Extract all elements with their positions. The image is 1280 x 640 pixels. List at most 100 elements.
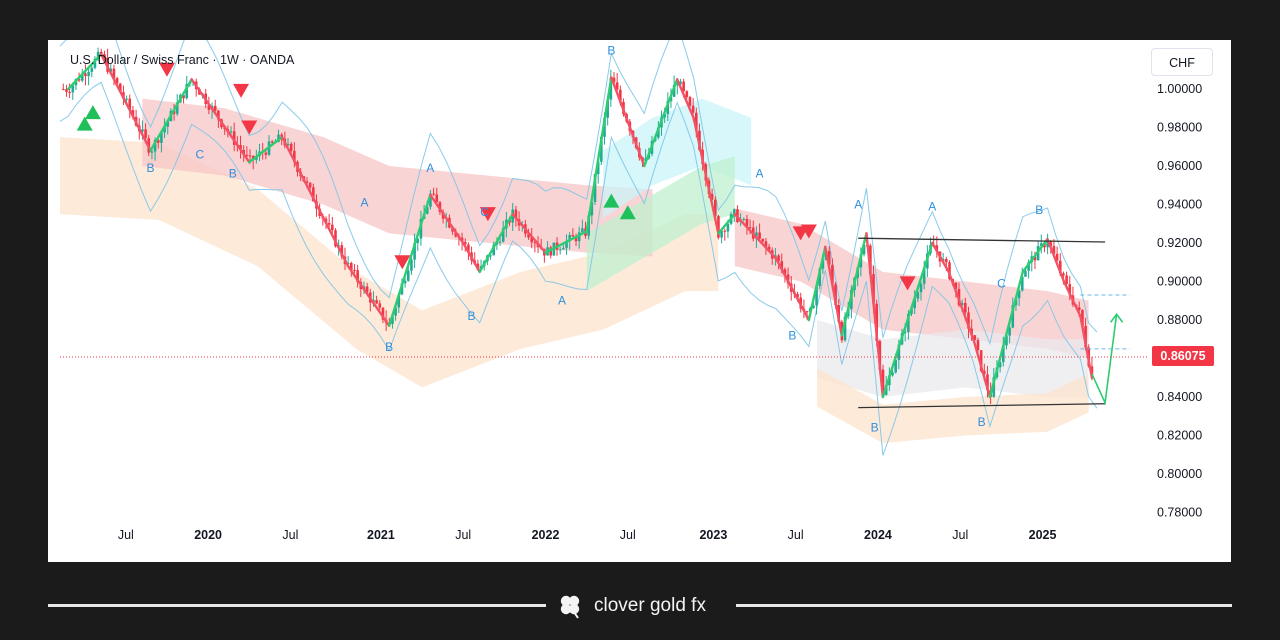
candle-body xyxy=(783,269,787,275)
candle-body xyxy=(919,283,923,293)
candle-body xyxy=(403,280,407,284)
swing-line-up xyxy=(544,230,588,254)
candle-body xyxy=(432,193,435,195)
y-tick-label: 0.78000 xyxy=(1157,506,1202,520)
candle-body xyxy=(1065,275,1068,285)
candle-body xyxy=(1027,262,1030,271)
candle-body xyxy=(289,143,293,151)
candle-body xyxy=(1058,260,1062,274)
candle-body xyxy=(812,305,815,309)
swing-line-down xyxy=(865,232,885,399)
candle-body xyxy=(897,344,901,360)
candle-body xyxy=(862,245,866,255)
candle-body xyxy=(676,84,679,86)
candle-body xyxy=(141,129,144,132)
candle-body xyxy=(964,302,967,313)
candle-body xyxy=(232,131,236,145)
candle-body xyxy=(694,112,698,131)
candle-body xyxy=(394,307,397,316)
y-tick-label: 0.94000 xyxy=(1157,198,1202,212)
wave-label: B xyxy=(607,43,615,57)
swing-line-up xyxy=(67,53,103,91)
candle-body xyxy=(612,77,616,83)
candle-body xyxy=(68,91,71,93)
candle-body xyxy=(758,232,761,239)
candle-body xyxy=(685,91,689,98)
candle-body xyxy=(112,68,116,79)
candle-body xyxy=(574,236,578,242)
y-tick-label: 0.92000 xyxy=(1157,236,1202,250)
marker-down xyxy=(158,62,175,77)
swing-line-up xyxy=(717,212,736,235)
candle-body xyxy=(780,261,784,270)
y-tick-label: 1.00000 xyxy=(1157,82,1202,96)
swing-line-down xyxy=(1079,314,1094,379)
candle-body xyxy=(435,194,439,203)
wave-label: C xyxy=(196,147,205,161)
candle-body xyxy=(986,374,989,391)
candle-body xyxy=(1052,246,1056,254)
x-tick-label: 2025 xyxy=(1029,528,1057,542)
candle-body xyxy=(378,303,382,308)
marker-down xyxy=(479,207,496,222)
candle-body xyxy=(213,105,217,111)
wave-label: B xyxy=(1035,203,1043,217)
candle-body xyxy=(501,228,505,242)
candle-body xyxy=(1039,243,1043,247)
x-tick-label: Jul xyxy=(282,528,298,542)
candle-body xyxy=(185,84,189,99)
candle-body xyxy=(916,292,920,299)
candle-body xyxy=(327,223,331,225)
candle-body xyxy=(1081,309,1084,326)
candle-body xyxy=(891,372,894,376)
wave-label: A xyxy=(360,195,368,209)
y-tick-label: 0.96000 xyxy=(1157,159,1202,173)
candle-body xyxy=(419,218,423,239)
x-tick-label: 2023 xyxy=(699,528,727,542)
trend-line-resistance xyxy=(858,237,1106,243)
footer: clover gold fx xyxy=(0,588,1280,624)
candle-body xyxy=(992,377,996,397)
candle-body xyxy=(245,155,249,157)
candle-body xyxy=(935,245,939,252)
candle-body xyxy=(125,98,128,100)
candle-body xyxy=(869,245,872,275)
candle-body xyxy=(109,68,113,72)
currency-selector[interactable]: CHF xyxy=(1151,48,1213,76)
chart-canvas[interactable]: B B C B A B A C B A B A B A B A B B C 0.78000 0.80000 0.82000… xyxy=(48,40,1231,562)
candle-body xyxy=(410,259,413,271)
candle-body xyxy=(672,84,676,97)
candle-body xyxy=(558,249,562,251)
candle-body xyxy=(948,262,951,279)
swing-line-down xyxy=(733,212,778,260)
candle-body xyxy=(1077,307,1081,310)
candle-body xyxy=(489,255,492,257)
y-tick-label: 0.90000 xyxy=(1157,275,1202,289)
candle-body xyxy=(156,139,160,143)
candle-body xyxy=(527,233,530,238)
wave-label: A xyxy=(426,161,434,175)
projection-arrowhead xyxy=(1109,312,1124,323)
candle-body xyxy=(1046,242,1049,248)
candle-body xyxy=(834,284,837,306)
candle-body xyxy=(334,230,337,247)
candle-body xyxy=(1024,270,1027,277)
candle-body xyxy=(688,97,692,106)
candle-body xyxy=(350,262,353,270)
candle-body xyxy=(77,79,81,81)
candle-body xyxy=(115,78,119,84)
swing-line-down xyxy=(346,264,391,327)
candle-body xyxy=(406,270,410,281)
wave-label: B xyxy=(871,421,879,435)
y-tick-label: 0.88000 xyxy=(1157,313,1202,327)
candle-body xyxy=(1068,284,1072,296)
wave-label: B xyxy=(467,309,475,323)
candle-body xyxy=(872,274,875,304)
candle-body xyxy=(1084,325,1087,348)
candle-body xyxy=(128,98,132,111)
candle-body xyxy=(562,248,565,250)
marker-down xyxy=(899,276,916,291)
candle-body xyxy=(549,247,553,256)
candle-body xyxy=(565,241,568,249)
candle-body xyxy=(172,110,176,114)
